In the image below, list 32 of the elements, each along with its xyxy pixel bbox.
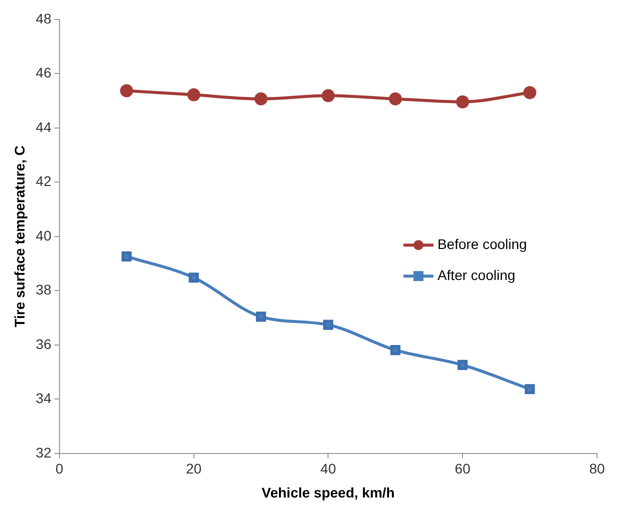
y-tick-label: 38 [36,282,52,298]
y-tick-label: 32 [36,444,52,460]
y-tick-label: 36 [36,336,52,352]
legend-label: Before cooling [437,236,527,252]
point [390,345,400,356]
y-tick-label: 42 [36,173,52,190]
point [524,384,535,394]
y-tick-label: 46 [36,64,52,81]
y-tick-label: 44 [36,118,52,135]
point [120,84,134,98]
point [188,272,199,283]
x-tick-label: 80 [589,460,605,477]
point [254,92,268,106]
x-axis-title: Vehicle speed, km/h [262,484,395,500]
point [323,320,334,330]
point [187,88,200,102]
y-tick-label: 48 [36,10,52,26]
y-tick-label: 34 [36,390,52,406]
x-tick-label: 40 [320,460,336,477]
y-axis-title: Tire surface temperature, C [11,145,28,328]
point [122,251,132,262]
y-tick-label: 40 [36,227,52,244]
point [322,89,335,102]
point [456,95,470,108]
x-tick-label: 0 [55,460,64,477]
legend-label: After cooling [437,266,516,283]
point [523,86,536,100]
point [458,360,468,370]
x-tick-label: 60 [454,460,471,477]
point [388,92,402,106]
x-tick-label: 20 [186,460,202,477]
point [256,312,266,322]
